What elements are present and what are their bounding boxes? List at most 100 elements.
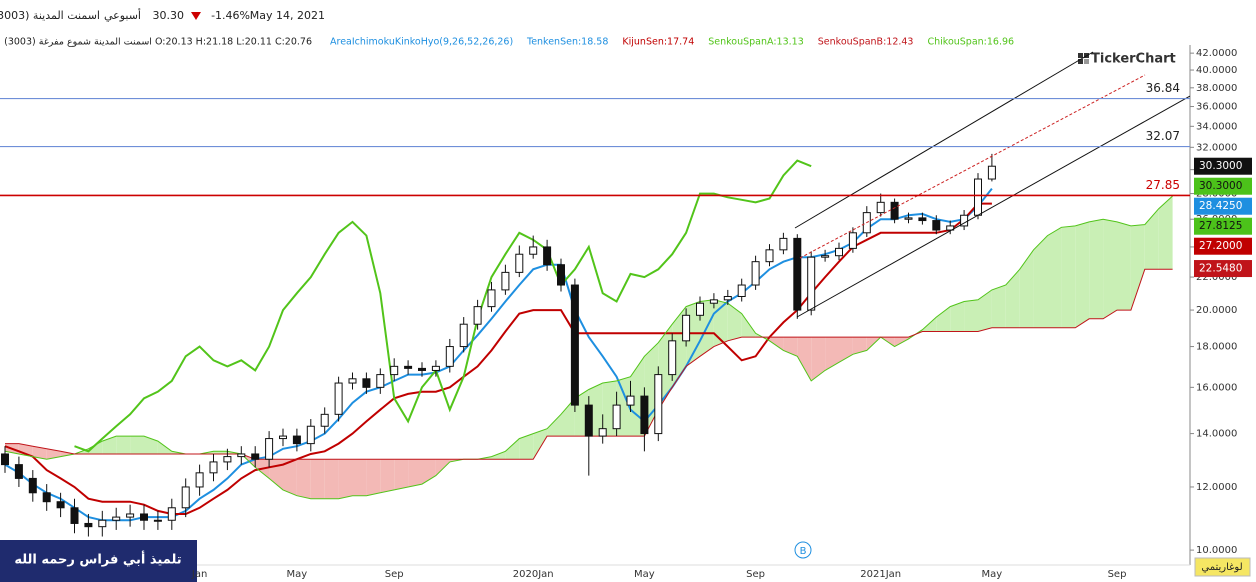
x-tick-label: Jan	[191, 569, 207, 580]
cloud	[1005, 269, 1020, 328]
price: 30.30	[153, 9, 185, 22]
legend-entry: KijunSen:17.74	[622, 37, 694, 48]
price-label: 27.8125	[1199, 220, 1242, 232]
footer-text: تلميذ أبي فراس رحمه الله	[14, 551, 181, 568]
candle-body	[487, 289, 496, 308]
marker-circle	[794, 541, 812, 559]
x-tick-label: Sep	[746, 569, 765, 580]
candle-body	[251, 453, 260, 460]
hline-label: 36.84	[1146, 81, 1180, 95]
cloud	[380, 459, 395, 493]
candle-body	[84, 522, 93, 528]
candle-body	[654, 374, 663, 435]
symbol-name: (3003) اسمنت المدينة	[0, 9, 100, 22]
cloud	[852, 337, 867, 355]
y-tick-label: 10.0000	[1196, 545, 1237, 556]
legend-entry: SenkouSpanB:12.43	[818, 37, 914, 48]
candle-body	[390, 365, 399, 376]
cloud	[1103, 219, 1117, 319]
y-tick-label: 18.0000	[1196, 342, 1237, 353]
candle-body	[153, 519, 162, 522]
y-tick-label: 14.0000	[1196, 429, 1237, 440]
x-tick-label: 2020Jan	[513, 569, 554, 580]
trend-line	[799, 74, 1146, 259]
y-tick-label: 38.0000	[1196, 83, 1237, 94]
y-tick-label: 34.0000	[1196, 121, 1237, 132]
cloud	[547, 414, 561, 437]
candle-body	[515, 253, 524, 273]
channel-line	[796, 95, 1190, 318]
candle-body	[473, 306, 482, 325]
cloud	[1047, 227, 1062, 328]
cloud	[505, 438, 520, 460]
candle-body	[167, 507, 176, 521]
candle-body	[237, 453, 246, 458]
candle-body	[42, 492, 51, 503]
candle-body	[946, 225, 955, 231]
period: أسبوعي	[104, 8, 141, 22]
candle-body	[181, 486, 190, 509]
cloud	[1033, 235, 1048, 328]
candle-body	[682, 314, 691, 342]
candle-body	[126, 513, 135, 518]
candle-body	[598, 428, 607, 437]
watermark: TickerChart	[1091, 52, 1176, 67]
candle-body	[709, 299, 718, 304]
candle-body	[696, 302, 704, 316]
y-tick-label: 22.0000	[1196, 272, 1237, 283]
indicator-name: AreaIchimokuKinkoHyo(9,26,52,26,26)	[330, 37, 513, 48]
candle-body	[904, 217, 913, 220]
x-tick-label: 2021Jan	[860, 569, 901, 580]
change: -1.46%	[211, 9, 250, 22]
cloud	[519, 433, 534, 460]
cloud	[491, 451, 506, 460]
candle-body	[932, 220, 941, 231]
candle-body	[876, 201, 885, 214]
candle-body	[737, 284, 746, 297]
cloud	[727, 303, 742, 341]
cloud	[116, 436, 131, 454]
y-tick-label: 42.0000	[1196, 48, 1237, 59]
candle-body	[279, 435, 287, 440]
cloud	[394, 459, 409, 490]
candle-body	[974, 178, 982, 216]
candle-body	[612, 404, 621, 430]
cloud	[32, 446, 47, 460]
candle-body	[987, 165, 996, 180]
cloud	[366, 459, 381, 496]
candle-body	[348, 378, 357, 384]
candle-body	[98, 519, 107, 528]
cloud	[144, 436, 158, 454]
candle-body	[723, 295, 732, 301]
candle-body	[890, 201, 899, 220]
x-tick-label: May	[982, 569, 1003, 580]
price-label: 28.4250	[1199, 200, 1242, 212]
candle-body	[543, 246, 552, 266]
cloud	[1019, 249, 1034, 328]
cloud	[991, 285, 1006, 328]
date: May 14, 2021	[250, 9, 325, 22]
candle-body	[56, 501, 65, 509]
cloud	[1144, 208, 1159, 270]
x-tick-label: Sep	[1108, 569, 1127, 580]
cloud	[533, 428, 548, 460]
scale-box	[1194, 557, 1251, 577]
cloud	[1075, 221, 1090, 328]
candle-body	[195, 472, 204, 488]
price-label-box	[1194, 157, 1252, 175]
y-tick-label: 32.0000	[1196, 142, 1237, 153]
footer-box	[0, 540, 197, 582]
cloud	[102, 436, 117, 454]
hline-label: 27.85	[1146, 178, 1180, 192]
cloud	[1130, 224, 1145, 311]
cloud	[561, 398, 575, 437]
candle-body	[848, 232, 857, 249]
cloud	[1061, 225, 1076, 328]
candle-body	[362, 378, 371, 388]
candle-body	[1, 453, 9, 466]
x-tick-label: May	[287, 569, 308, 580]
candle-body	[70, 507, 79, 524]
candle-body	[223, 456, 232, 463]
candle-body	[445, 346, 454, 367]
